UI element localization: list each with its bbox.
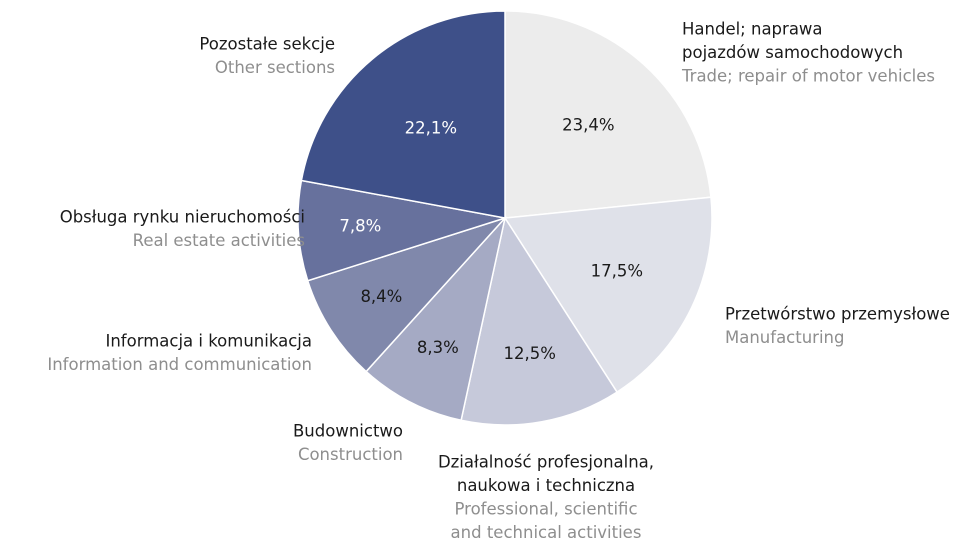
category-label: Informacja i komunikacja <box>105 332 312 351</box>
value-label: 7,8% <box>339 217 381 236</box>
category-label: pojazdów samochodowych <box>682 43 903 62</box>
pie-slice <box>306 216 508 373</box>
category-label-en: Professional, scientific <box>454 500 637 519</box>
pie-slice <box>503 196 713 394</box>
category-label: Obsługa rynku nieruchomości <box>60 208 305 227</box>
value-label: 22,1% <box>405 118 457 137</box>
category-label-en: Real estate activities <box>133 231 305 250</box>
value-label: 23,4% <box>562 115 614 134</box>
category-label-en: Trade; repair of motor vehicles <box>681 67 935 86</box>
category-label-en: Construction <box>298 445 403 464</box>
category-label-en: Information and communication <box>47 355 312 374</box>
category-label: Handel; naprawa <box>682 20 823 39</box>
value-label: 8,4% <box>360 287 402 306</box>
value-label: 17,5% <box>591 261 643 280</box>
category-label-en: Other sections <box>215 58 335 77</box>
pie-slice <box>300 10 506 219</box>
category-label-en: and technical activities <box>451 523 642 538</box>
category-label: Pozostałe sekcje <box>199 35 335 54</box>
value-label: 8,3% <box>417 338 459 357</box>
category-label: Przetwórstwo przemysłowe <box>725 305 950 324</box>
category-label: Działalność profesjonalna, <box>438 453 654 472</box>
pie-slice <box>504 10 712 219</box>
category-label: naukowa i techniczna <box>457 476 635 495</box>
pie-slice <box>460 216 619 426</box>
category-label: Budownictwo <box>293 422 403 441</box>
category-label-en: Manufacturing <box>725 328 844 347</box>
value-label: 12,5% <box>503 344 555 363</box>
pie-slice <box>365 215 507 422</box>
pie-slice <box>297 179 506 282</box>
